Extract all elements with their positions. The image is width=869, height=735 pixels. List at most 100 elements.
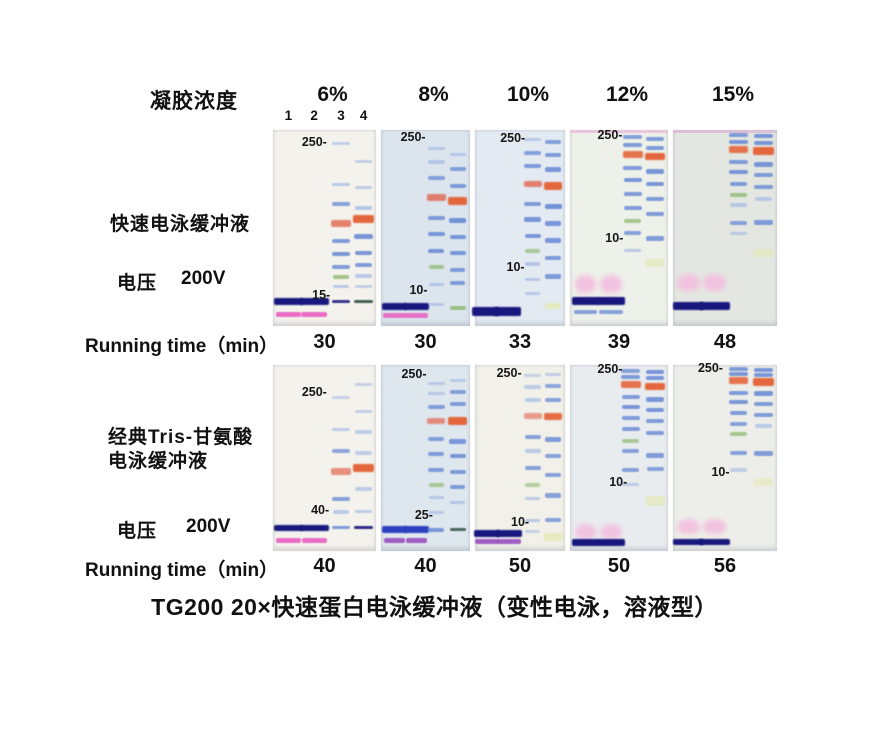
gel-band [573, 310, 598, 315]
gel-band [622, 449, 640, 454]
gel-band [428, 302, 444, 306]
molecular-weight-marker-label: 10- [409, 282, 428, 297]
molecular-weight-marker-label: 250- [401, 367, 427, 382]
gel-band [524, 434, 541, 439]
molecular-weight-marker-label: 250- [697, 360, 723, 375]
gel-band [728, 146, 749, 154]
gel-band [754, 173, 773, 178]
gel-band [646, 467, 664, 472]
gel-band [699, 538, 731, 545]
gel-band [729, 170, 748, 175]
gel-band [623, 191, 642, 196]
gel-band [623, 142, 643, 147]
gel-band [646, 196, 665, 201]
gel-band [428, 527, 445, 532]
gel-band [754, 161, 773, 167]
gel-band [332, 449, 350, 454]
gel-band [449, 268, 466, 273]
gel-band [523, 413, 542, 420]
gel-band [545, 454, 562, 459]
gel-band [449, 501, 466, 505]
gel-band [646, 168, 665, 174]
gel-band [449, 251, 466, 256]
gel-band [428, 495, 444, 499]
gel-band [449, 402, 466, 407]
gel-band [544, 181, 563, 190]
gel-band [524, 164, 542, 169]
running-time-value: 50 [508, 555, 532, 577]
classic-buffer-label-line2: 电泳缓冲液 [108, 451, 209, 472]
gel-band [624, 249, 642, 253]
gel-band [524, 373, 542, 377]
gel-band [597, 539, 625, 547]
gel-band [622, 439, 640, 444]
gel-panel-top-6%: 250- 15- [273, 130, 376, 326]
gel-band [383, 538, 406, 544]
gel-band [354, 250, 373, 255]
gel-band [754, 478, 773, 487]
gel-band [355, 285, 372, 289]
gel-dye-front-edge [673, 130, 777, 133]
voltage-value-top: 200V [181, 268, 226, 289]
gel-band [524, 466, 541, 471]
gel-band [449, 484, 466, 489]
gel-band [355, 383, 372, 387]
gel-band [354, 206, 373, 211]
sample-dye-blob [677, 274, 701, 292]
gel-band [524, 398, 541, 403]
gel-band [330, 219, 352, 227]
gel-band [428, 248, 445, 253]
molecular-weight-marker-label: 250- [496, 366, 522, 381]
molecular-weight-marker-label: 250- [597, 361, 623, 376]
gel-band [331, 468, 351, 476]
gel-band [276, 538, 301, 544]
gel-band [753, 146, 774, 155]
running-time-value: 48 [713, 331, 737, 353]
gel-band [354, 234, 373, 240]
molecular-weight-marker-label: 25- [414, 507, 433, 522]
gel-band [621, 404, 640, 409]
gel-band [352, 215, 375, 224]
gel-band [472, 306, 500, 316]
figure-caption: TG200 20×快速蛋白电泳缓冲液（变性电泳，溶液型） [151, 594, 718, 620]
gel-band [404, 302, 430, 310]
gel-band [524, 449, 541, 454]
gel-band [449, 153, 466, 156]
gel-band [754, 140, 773, 145]
gel-band [729, 132, 748, 137]
gel-band [427, 382, 445, 386]
lane-number-3: 3 [337, 108, 345, 123]
gel-band [428, 511, 444, 515]
running-time-value: 30 [313, 331, 336, 353]
gel-band [299, 298, 329, 305]
gel-band [621, 416, 640, 420]
gel-band [699, 302, 731, 311]
molecular-weight-marker-label: 250- [500, 130, 526, 145]
gel-band [621, 375, 641, 380]
running-time-value: 30 [414, 331, 437, 353]
gel-band [623, 134, 643, 139]
running-time-value: 40 [313, 555, 336, 577]
gel-band [729, 372, 748, 377]
gel-band [545, 492, 562, 498]
voltage-label-top: 电压 [117, 273, 158, 294]
gel-band [404, 526, 430, 534]
gel-band [524, 216, 542, 222]
gel-band [646, 136, 665, 141]
gel-band [754, 373, 773, 378]
running-time-label-top: Running time（min） [85, 336, 279, 357]
gel-band [332, 300, 350, 303]
gel-band [754, 196, 773, 201]
lane-number-2: 2 [310, 108, 318, 123]
gel-band [301, 538, 327, 544]
running-time-value: 39 [607, 331, 631, 353]
gel-band [355, 451, 372, 456]
gel-band [729, 400, 748, 405]
gel-band [524, 529, 541, 533]
concentration-header-10%: 10% [506, 83, 550, 106]
gel-band [599, 310, 623, 315]
gel-band [274, 524, 303, 531]
gel-band [729, 411, 748, 416]
gel-band [545, 139, 562, 144]
gel-band [729, 451, 748, 456]
